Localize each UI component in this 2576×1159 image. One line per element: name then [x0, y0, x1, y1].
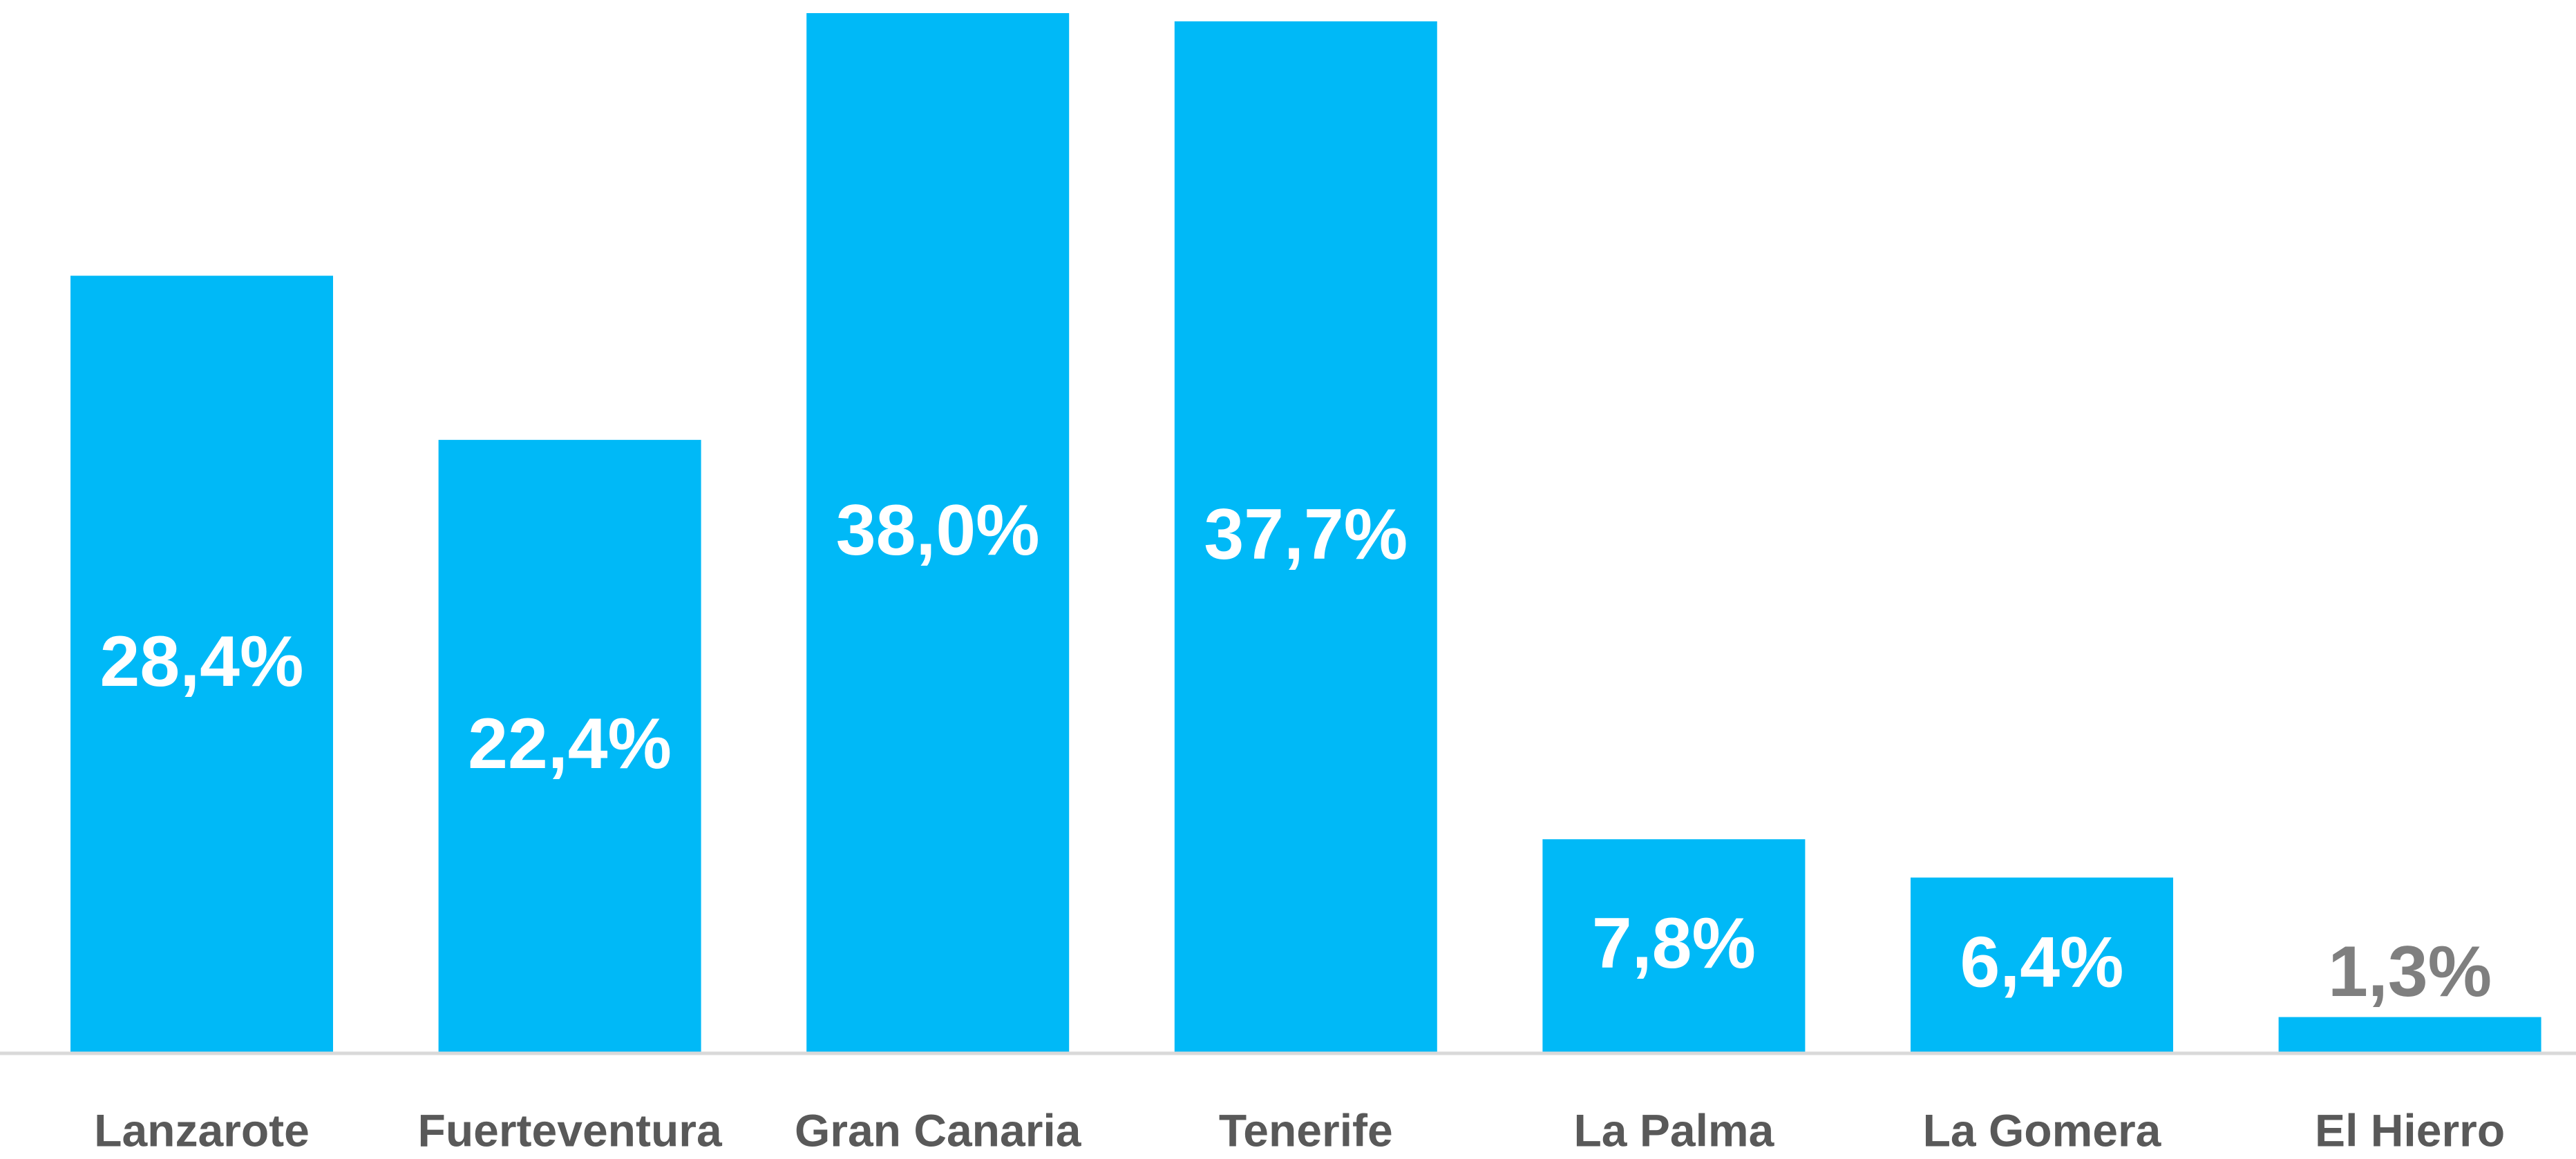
bar	[1911, 877, 2173, 1053]
x-tick-label: Fuerteventura	[418, 1104, 723, 1156]
data-label: 38,0%	[836, 490, 1040, 571]
x-tick-label: Tenerife	[1219, 1104, 1393, 1156]
data-label: 37,7%	[1204, 495, 1408, 575]
bar	[1542, 839, 1806, 1053]
data-label: 7,8%	[1592, 903, 1756, 984]
x-tick-label: Lanzarote	[94, 1104, 310, 1156]
data-label: 22,4%	[468, 704, 672, 784]
bar	[2278, 1017, 2541, 1053]
x-tick-label: La Gomera	[1923, 1104, 2162, 1156]
bar	[1174, 21, 1437, 1053]
data-label: 28,4%	[100, 622, 304, 702]
x-tick-label: El Hierro	[2315, 1104, 2505, 1156]
bar	[70, 276, 333, 1053]
data-label: 1,3%	[2328, 932, 2492, 1012]
x-tick-label: La Palma	[1573, 1104, 1774, 1156]
x-tick-label: Gran Canaria	[795, 1104, 1082, 1156]
data-label: 6,4%	[1960, 923, 2123, 1003]
bar	[438, 439, 701, 1053]
bar	[806, 13, 1070, 1053]
